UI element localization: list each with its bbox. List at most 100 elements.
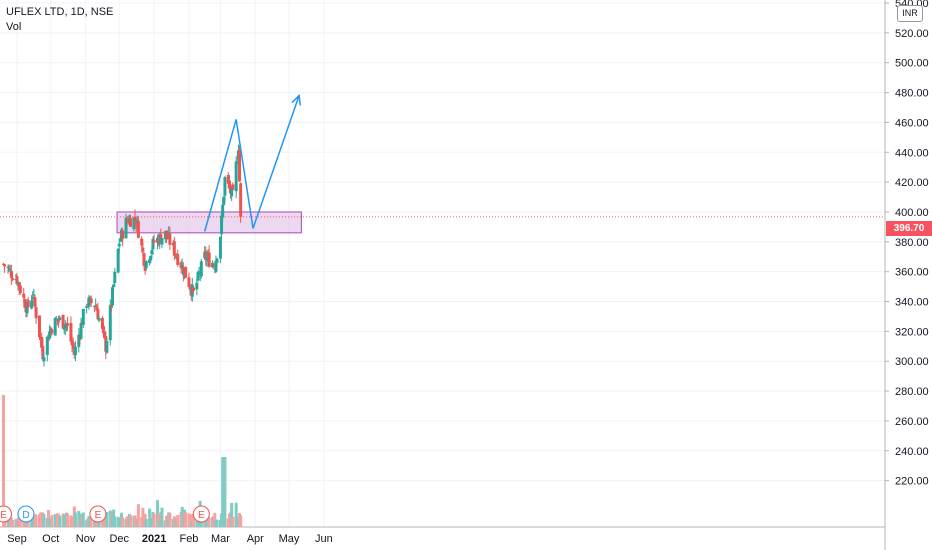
candle-body bbox=[48, 331, 52, 339]
time-axis-label: Apr bbox=[247, 533, 264, 545]
candle-body bbox=[8, 269, 12, 271]
candle-body bbox=[124, 217, 128, 239]
candle-body bbox=[9, 271, 13, 278]
projection-path bbox=[203, 95, 300, 232]
price-axis-label: 440.00 bbox=[895, 147, 929, 159]
candle-body bbox=[142, 253, 146, 266]
candle-body bbox=[239, 183, 243, 217]
candle-body bbox=[235, 161, 239, 164]
price-axis-label: 240.00 bbox=[895, 446, 929, 458]
candle-body bbox=[42, 357, 46, 362]
candle-body bbox=[95, 306, 99, 311]
price-axis-label: 480.00 bbox=[895, 88, 929, 100]
candle-body bbox=[3, 264, 7, 267]
time-axis-label: Feb bbox=[179, 533, 198, 545]
price-axis-label: 420.00 bbox=[895, 177, 929, 189]
volume-bar bbox=[231, 516, 235, 527]
candle-body bbox=[58, 317, 62, 320]
candle-body bbox=[168, 233, 172, 245]
price-axis-label: 280.00 bbox=[895, 386, 929, 398]
price-axis-label: 520.00 bbox=[895, 28, 929, 40]
volume-bar bbox=[89, 514, 93, 527]
volume-bar bbox=[3, 519, 7, 527]
candle-body bbox=[26, 300, 30, 307]
candle-body bbox=[176, 254, 180, 265]
candle-body bbox=[103, 331, 107, 338]
candle-body bbox=[172, 241, 176, 256]
event-marker-label: E bbox=[198, 510, 205, 521]
candle-body bbox=[215, 258, 219, 263]
volume-bar bbox=[191, 514, 195, 527]
volume-bar bbox=[105, 512, 109, 527]
candle-body bbox=[184, 266, 188, 278]
volume-bar bbox=[213, 512, 217, 527]
candle-body bbox=[214, 260, 218, 272]
candle-body bbox=[46, 339, 50, 341]
volume-bar bbox=[234, 502, 238, 527]
event-marker-label: E bbox=[0, 510, 7, 521]
volume-bar bbox=[50, 515, 54, 527]
candle-body bbox=[133, 216, 137, 221]
volume-bar bbox=[81, 512, 85, 527]
candle-body bbox=[116, 248, 120, 273]
volume-bar bbox=[73, 512, 77, 527]
candle-body bbox=[111, 287, 115, 306]
candle-body bbox=[188, 287, 192, 290]
candle-body bbox=[173, 254, 177, 256]
volume-bar bbox=[113, 516, 117, 527]
candle-body bbox=[37, 315, 41, 338]
candle-body bbox=[204, 250, 208, 260]
candle-body bbox=[148, 259, 152, 264]
candle-body bbox=[230, 187, 234, 197]
candle-body bbox=[105, 340, 109, 353]
volume-bar bbox=[239, 515, 243, 527]
price-axis-label: 360.00 bbox=[895, 267, 929, 279]
volume-label: Vol bbox=[6, 21, 22, 33]
candle-body bbox=[63, 324, 67, 329]
candle-body bbox=[134, 223, 138, 225]
volume-bar bbox=[189, 514, 193, 527]
price-axis-label: 380.00 bbox=[895, 237, 929, 249]
candle-body bbox=[129, 218, 133, 227]
candle-body bbox=[94, 305, 98, 307]
candle-body bbox=[226, 174, 230, 184]
candle-body bbox=[234, 161, 238, 192]
volume-bar bbox=[230, 502, 234, 527]
volume-bar bbox=[207, 517, 211, 527]
candle-body bbox=[18, 285, 22, 293]
currency-badge[interactable]: INR bbox=[897, 5, 923, 22]
candle-body bbox=[218, 236, 222, 259]
candle-body bbox=[87, 297, 91, 307]
candle-body bbox=[231, 184, 235, 190]
volume-bar bbox=[152, 513, 156, 527]
candle-body bbox=[10, 278, 14, 280]
candle-body bbox=[88, 296, 92, 298]
candle-body bbox=[96, 309, 100, 320]
candle-body bbox=[45, 336, 49, 356]
symbol-title: UFLEX LTD, 1D, NSE bbox=[6, 6, 114, 18]
candle-body bbox=[79, 322, 83, 339]
candle-body bbox=[195, 282, 199, 290]
candle-body bbox=[164, 230, 168, 238]
price-axis-label: 340.00 bbox=[895, 297, 929, 309]
candle-body bbox=[152, 240, 156, 243]
candle-body bbox=[71, 342, 75, 349]
candle-body bbox=[93, 306, 97, 308]
candle-body bbox=[151, 238, 155, 250]
volume-bar bbox=[148, 508, 152, 527]
candle-body bbox=[205, 257, 209, 262]
candle-body bbox=[144, 260, 148, 269]
volume-bar bbox=[144, 518, 148, 527]
volume-bar bbox=[34, 514, 38, 527]
volume-bar bbox=[18, 517, 22, 527]
candle-body bbox=[81, 308, 85, 325]
candle-body bbox=[40, 336, 44, 348]
candle-body bbox=[132, 217, 136, 230]
candle-body bbox=[221, 204, 225, 218]
candle-body bbox=[89, 298, 93, 304]
candle-body bbox=[160, 238, 164, 245]
price-axis-label: 500.00 bbox=[895, 58, 929, 70]
candle-body bbox=[34, 307, 38, 319]
candle-body bbox=[6, 266, 10, 268]
